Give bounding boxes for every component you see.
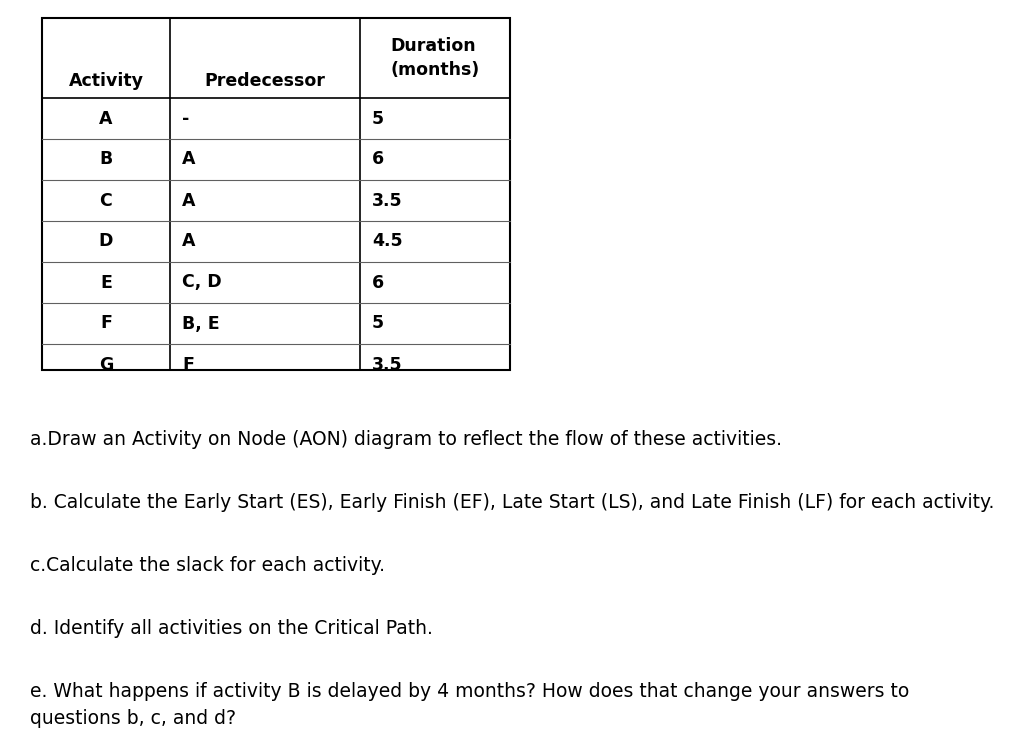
Text: A: A	[182, 150, 196, 169]
Text: 6: 6	[372, 150, 384, 169]
Bar	[42, 18, 510, 370]
Text: a.Draw an Activity on Node (AON) diagram to reflect the flow of these activities: a.Draw an Activity on Node (AON) diagram…	[30, 430, 782, 449]
Text: 3.5: 3.5	[372, 191, 402, 209]
Text: A: A	[99, 110, 113, 128]
Text: 6: 6	[372, 274, 384, 292]
Text: 3.5: 3.5	[372, 355, 402, 373]
Text: F: F	[182, 355, 194, 373]
Text: 5: 5	[372, 110, 384, 128]
Text: e. What happens if activity B is delayed by 4 months? How does that change your : e. What happens if activity B is delayed…	[30, 682, 909, 727]
Text: 5: 5	[372, 314, 384, 333]
Text: E: E	[100, 274, 112, 292]
Text: B, E: B, E	[182, 314, 219, 333]
Text: D: D	[98, 233, 114, 250]
Text: -: -	[182, 110, 189, 128]
Text: G: G	[98, 355, 114, 373]
Text: C, D: C, D	[182, 274, 221, 292]
Text: 4.5: 4.5	[372, 233, 402, 250]
Text: B: B	[99, 150, 113, 169]
Text: Duration
(months): Duration (months)	[390, 37, 479, 79]
Text: Activity: Activity	[69, 72, 143, 90]
Text: b. Calculate the Early Start (ES), Early Finish (EF), Late Start (LS), and Late : b. Calculate the Early Start (ES), Early…	[30, 493, 994, 512]
Text: F: F	[100, 314, 112, 333]
Text: Predecessor: Predecessor	[205, 72, 326, 90]
Text: c.Calculate the slack for each activity.: c.Calculate the slack for each activity.	[30, 556, 385, 575]
Text: A: A	[182, 233, 196, 250]
Text: C: C	[99, 191, 113, 209]
Text: A: A	[182, 191, 196, 209]
Text: d. Identify all activities on the Critical Path.: d. Identify all activities on the Critic…	[30, 619, 433, 638]
